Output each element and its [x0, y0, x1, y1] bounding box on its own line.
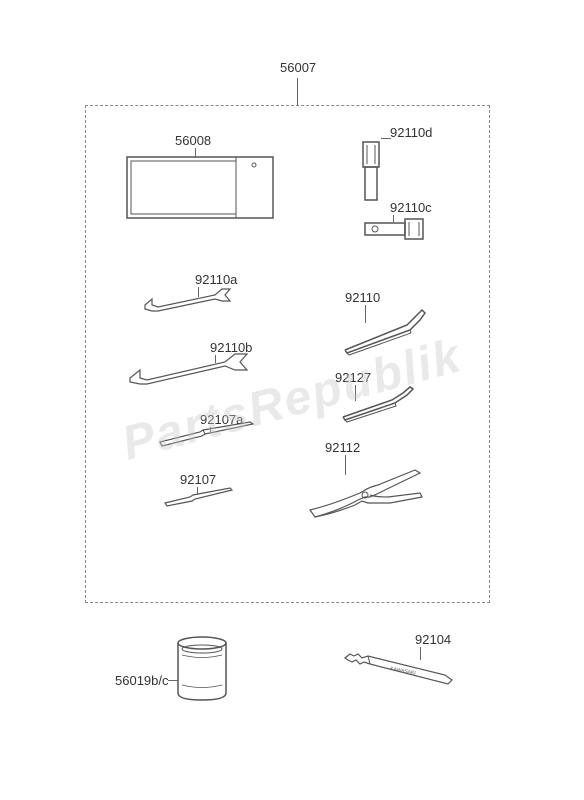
label-92110d: 92110d	[390, 125, 432, 140]
leader-56008	[195, 148, 196, 158]
label-92107: 92107	[180, 472, 216, 487]
label-92110a: 92110a	[195, 272, 237, 287]
label-56019bc: 56019b/c	[115, 673, 169, 688]
svg-text:KAWASAKI: KAWASAKI	[390, 666, 416, 676]
leader-92112	[345, 455, 346, 475]
open-wrench-small-icon	[140, 285, 240, 315]
box-wrench-icon	[363, 215, 425, 243]
leader-92110d	[381, 138, 391, 139]
label-92110b: 92110b	[210, 340, 252, 355]
label-92127: 92127	[335, 370, 371, 385]
leader-92110	[365, 305, 366, 323]
diagram-container: 56007 56008 92110d 92110c 92110a 92110	[85, 60, 500, 740]
leader-92110a	[198, 287, 199, 297]
label-92104: 92104	[415, 632, 451, 647]
spark-plug-wrench-icon	[360, 140, 382, 202]
label-56007: 56007	[280, 60, 316, 75]
label-92110: 92110	[345, 290, 380, 305]
label-92107a: 92107a	[200, 412, 243, 427]
screwdriver-short-icon	[160, 485, 240, 510]
leader-92127	[355, 385, 356, 401]
hex-key-small-icon	[335, 385, 420, 425]
leader-92110b	[215, 355, 216, 363]
label-56008: 56008	[175, 133, 211, 148]
tool-bag-icon	[125, 155, 275, 220]
label-92110c: 92110c	[390, 200, 432, 215]
tube-icon: KAWASAKI	[340, 640, 460, 690]
pliers-icon	[300, 455, 430, 530]
label-92112: 92112	[325, 440, 360, 455]
leader-56007	[297, 78, 298, 105]
leader-92107a	[210, 427, 211, 433]
hex-key-large-icon	[335, 305, 430, 360]
leader-92110c	[393, 215, 394, 223]
leader-92107	[197, 487, 198, 495]
leader-56019bc	[168, 680, 178, 681]
can-icon	[175, 635, 230, 705]
open-wrench-large-icon	[125, 350, 260, 390]
leader-92104	[420, 647, 421, 660]
